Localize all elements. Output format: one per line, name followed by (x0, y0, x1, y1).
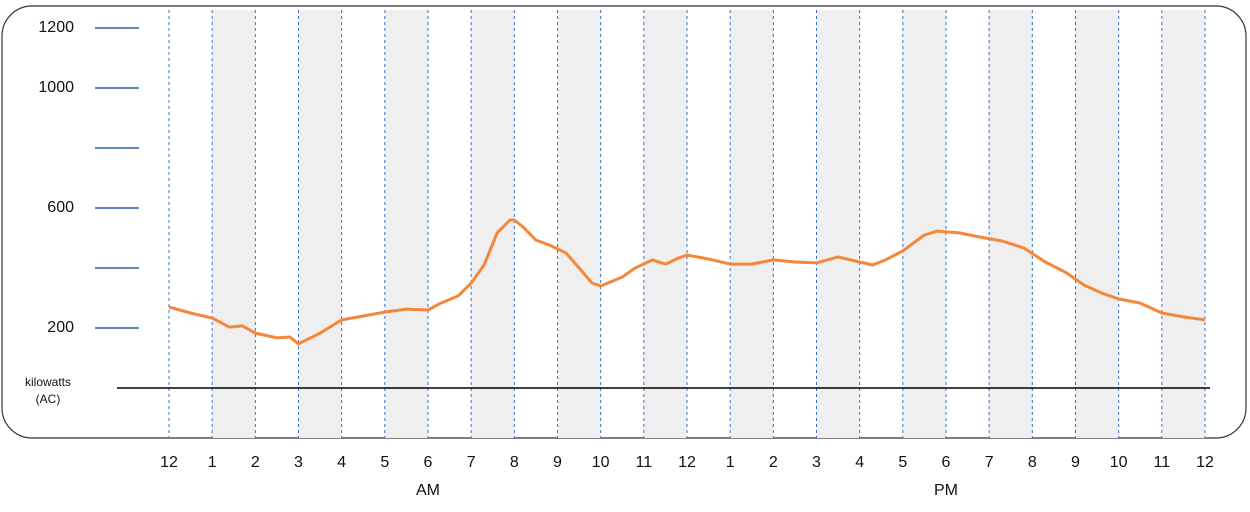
period-label: PM (934, 482, 958, 499)
hour-band (298, 10, 342, 438)
x-tick-label: 9 (1071, 454, 1080, 471)
hour-band (730, 10, 774, 438)
x-tick-label: 7 (467, 454, 476, 471)
x-tick-label: 8 (510, 454, 519, 471)
hour-band (384, 10, 428, 438)
y-tick-label: 1000 (38, 79, 74, 96)
x-tick-label: 1 (726, 454, 735, 471)
x-tick-label: 6 (942, 454, 951, 471)
x-tick-label: 8 (1028, 454, 1037, 471)
x-tick-label: 4 (337, 454, 346, 471)
hour-band (643, 10, 687, 438)
x-tick-label: 3 (812, 454, 821, 471)
x-tick-label: 2 (769, 454, 778, 471)
hour-band (989, 10, 1033, 438)
hour-band (1161, 10, 1205, 438)
series-line (168, 218, 1206, 346)
x-tick-label: 2 (251, 454, 260, 471)
hour-band (816, 10, 860, 438)
y-tick-label: 200 (47, 319, 74, 336)
x-tick-label: 12 (160, 454, 178, 471)
x-tick-label: 5 (380, 454, 389, 471)
x-tick-label: 11 (636, 454, 653, 471)
x-tick-label: 12 (1196, 454, 1214, 471)
y-tick-label: 1200 (38, 19, 74, 36)
x-tick-label: 10 (1110, 454, 1128, 471)
hour-band (1075, 10, 1119, 438)
x-tick-label: 4 (855, 454, 864, 471)
y-axis-label: (AC) (36, 392, 61, 406)
x-tick-label: 12 (678, 454, 696, 471)
x-tick-label: 11 (1154, 454, 1171, 471)
y-axis-label: kilowatts (25, 375, 71, 389)
x-tick-label: 10 (592, 454, 610, 471)
hour-band (902, 10, 946, 438)
x-tick-label: 6 (424, 454, 433, 471)
x-tick-label: 5 (898, 454, 907, 471)
x-tick-label: 3 (294, 454, 303, 471)
x-tick-label: 1 (208, 454, 217, 471)
x-tick-label: 9 (553, 454, 562, 471)
chart-frame (1, 5, 1247, 439)
hour-band (557, 10, 601, 438)
x-tick-label: 7 (985, 454, 994, 471)
hour-band (212, 10, 256, 438)
period-label: AM (416, 482, 440, 499)
y-tick-label: 600 (47, 199, 74, 216)
